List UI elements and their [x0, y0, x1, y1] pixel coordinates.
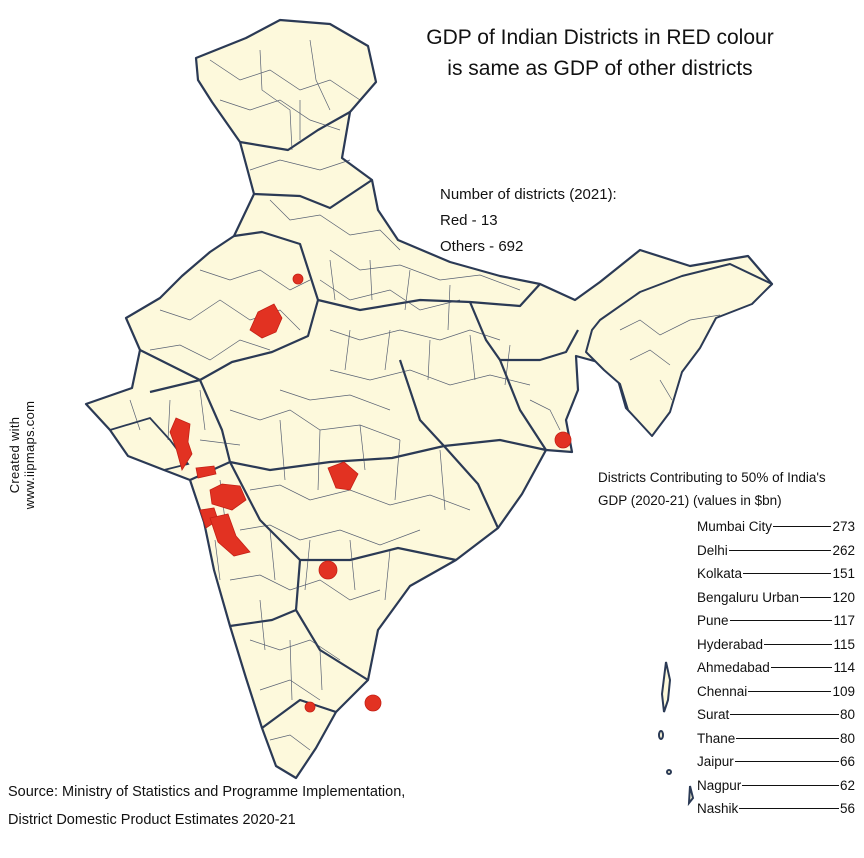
ranking-row: Mumbai City 273 [697, 515, 855, 539]
leader-line [742, 784, 839, 786]
title-line-1: GDP of Indian Districts in RED colour [426, 26, 774, 49]
ranking-row: Thane 80 [697, 727, 855, 751]
hyderabad-district [318, 560, 338, 580]
ranking-row: Nashik 56 [697, 797, 855, 821]
leader-line [729, 620, 833, 622]
jaipur-district [249, 303, 283, 339]
gdp-value: 114 [833, 660, 855, 676]
leader-line [739, 808, 839, 810]
leader-line [773, 526, 832, 528]
title-line-2: is same as GDP of other districts [447, 57, 753, 80]
ranking-row: Surat 80 [697, 703, 855, 727]
gdp-value: 56 [839, 801, 855, 817]
district-name: Bengaluru Urban [697, 589, 800, 605]
red-districts [169, 273, 572, 713]
source-line-1: Source: Ministry of Statistics and Progr… [8, 784, 406, 800]
state-boundaries [139, 111, 579, 729]
district-boundaries [129, 39, 721, 751]
district-name: Chennai [697, 683, 748, 699]
ranking-list: Mumbai City 273 Delhi 262 Kolkata 151 Benga… [697, 515, 855, 821]
leader-line [743, 573, 832, 575]
ranking-title-line-1: Districts Contributing to 50% of India's [598, 470, 826, 485]
chennai-district [364, 694, 382, 712]
district-name: Delhi [697, 542, 728, 558]
nashik-district [209, 483, 247, 511]
district-name: Hyderabad [697, 636, 764, 652]
gdp-value: 109 [832, 683, 855, 699]
leader-line [764, 643, 833, 645]
ranking-row: Jaipur 66 [697, 750, 855, 774]
ranking-row: Ahmedabad 114 [697, 656, 855, 680]
district-name: Ahmedabad [697, 660, 770, 676]
district-name: Thane [697, 730, 736, 746]
andaman-nicobar-islands [658, 661, 695, 807]
district-name: Nashik [697, 801, 739, 817]
gdp-value: 273 [832, 519, 855, 535]
district-name: Nagpur [697, 777, 742, 793]
ranking-row: Hyderabad 115 [697, 633, 855, 657]
leader-line [800, 596, 832, 598]
gdp-value: 115 [833, 636, 855, 652]
district-name: Mumbai City [697, 519, 773, 535]
surat-district [195, 465, 217, 479]
leader-line [730, 714, 839, 716]
ranking-title-line-2: GDP (2020-21) (values in $bn) [598, 493, 782, 508]
gdp-value: 262 [832, 542, 855, 558]
ranking-row: Kolkata 151 [697, 562, 855, 586]
ranking-row: Pune 117 [697, 609, 855, 633]
map-title: GDP of Indian Districts in RED colour is… [400, 22, 800, 84]
gdp-value: 117 [833, 613, 855, 629]
gdp-value: 120 [832, 589, 855, 605]
kolkata-district [554, 431, 572, 449]
gdp-value: 80 [839, 730, 855, 746]
source-note: Source: Ministry of Statistics and Progr… [8, 778, 405, 834]
leader-line [728, 549, 832, 551]
leader-line [770, 667, 833, 669]
district-counts: Number of districts (2021): Red - 13 Oth… [440, 182, 617, 260]
gujarat-coast [109, 416, 190, 471]
leader-line [736, 737, 839, 739]
gdp-value: 62 [839, 777, 855, 793]
india-mainland [84, 18, 774, 780]
gdp-value: 151 [832, 566, 855, 582]
district-name: Pune [697, 613, 729, 629]
bengaluru-district [304, 701, 316, 713]
nagpur-district [327, 461, 359, 491]
ahmedabad-district [169, 417, 193, 471]
delhi-district [292, 273, 304, 285]
district-name: Kolkata [697, 566, 743, 582]
gdp-value: 80 [839, 707, 855, 723]
india-northeast [585, 263, 773, 437]
ranking-row: Nagpur 62 [697, 774, 855, 798]
district-name: Surat [697, 707, 730, 723]
credit-text: Created with www.iipmaps.com [7, 400, 37, 510]
ranking-row: Delhi 262 [697, 539, 855, 563]
leader-line [748, 690, 832, 692]
counts-others: Others - 692 [440, 238, 524, 255]
source-line-2: District Domestic Product Estimates 2020… [8, 812, 296, 828]
ranking-row: Bengaluru Urban 120 [697, 586, 855, 610]
leader-line [734, 761, 839, 763]
gdp-value: 66 [839, 754, 855, 770]
ranking-row: Chennai 109 [697, 680, 855, 704]
pune-district [209, 513, 251, 557]
counts-red: Red - 13 [440, 212, 498, 229]
district-name: Jaipur [697, 754, 734, 770]
ranking-title: Districts Contributing to 50% of India's… [598, 466, 826, 512]
counts-heading: Number of districts (2021): [440, 186, 617, 203]
